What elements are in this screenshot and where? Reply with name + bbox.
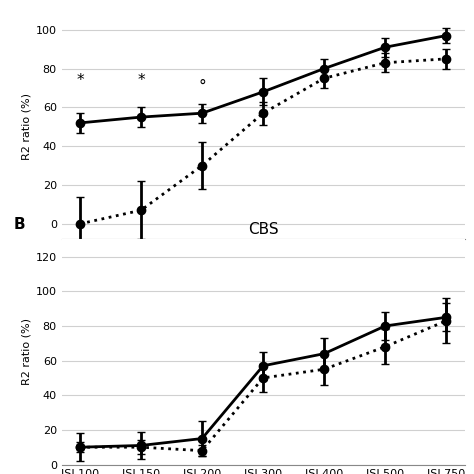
Text: *: * — [76, 73, 84, 88]
Text: B: B — [13, 217, 25, 232]
Text: *: * — [137, 73, 145, 88]
Text: PD - MAS: PD - MAS — [235, 301, 288, 313]
Y-axis label: R2 ratio (%): R2 ratio (%) — [21, 319, 31, 385]
Text: °: ° — [198, 79, 206, 94]
Y-axis label: R2 ratio (%): R2 ratio (%) — [22, 93, 32, 160]
Text: PD - LAS: PD - LAS — [372, 301, 422, 313]
Title: CBS: CBS — [248, 222, 278, 237]
